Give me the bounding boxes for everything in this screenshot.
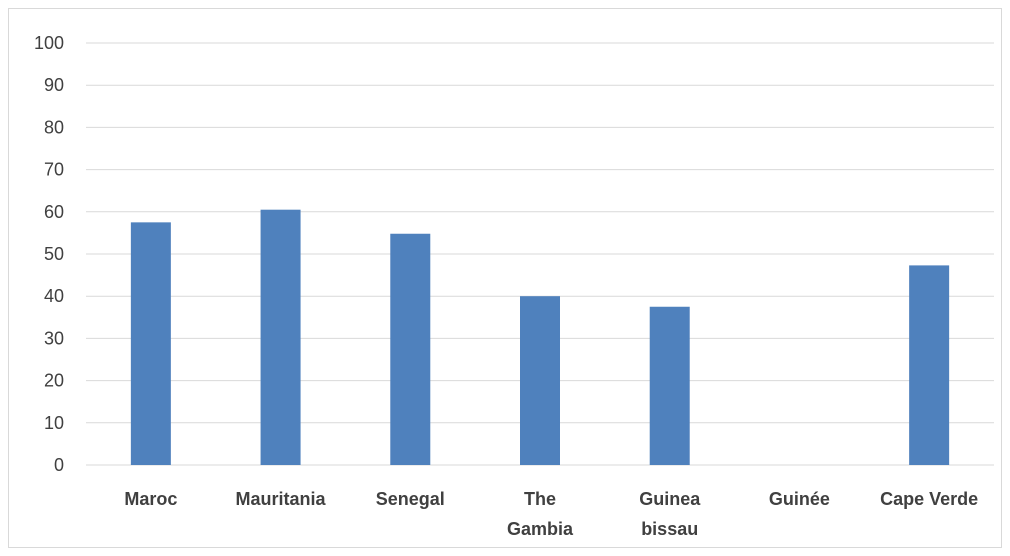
x-category-label: Guinea bissau <box>639 489 701 539</box>
x-axis-categories: Maroc Mauritania Senegal The Gambia Guinea bis… <box>124 489 978 539</box>
y-tick-label: 40 <box>44 286 64 306</box>
y-tick-label: 60 <box>44 202 64 222</box>
x-category-label: Mauritania <box>236 489 327 509</box>
bar <box>520 296 560 465</box>
bars <box>130 209 950 465</box>
y-tick-label: 70 <box>44 160 64 180</box>
x-category-label-line: Cape Verde <box>880 489 978 509</box>
y-tick-label: 80 <box>44 117 64 137</box>
bar <box>649 306 690 465</box>
x-category-label: Cape Verde <box>880 489 978 509</box>
y-tick-label: 90 <box>44 75 64 95</box>
x-category-label: Maroc <box>124 489 177 509</box>
bar <box>260 209 301 465</box>
x-category-label-line: bissau <box>641 519 698 539</box>
y-tick-label: 50 <box>44 244 64 264</box>
gridlines <box>86 42 994 466</box>
x-category-label-line: Guinée <box>769 489 830 509</box>
x-category-label: Guinée <box>769 489 830 509</box>
bar <box>130 222 171 465</box>
bar <box>390 233 431 465</box>
y-tick-label: 30 <box>44 328 64 348</box>
y-tick-label: 10 <box>44 413 64 433</box>
x-category-label-line: Maroc <box>124 489 177 509</box>
x-category-label-line: Gambia <box>507 519 574 539</box>
y-axis-ticks: 0 10 20 30 40 50 60 70 80 90 100 <box>34 33 64 475</box>
x-category-label: The Gambia <box>507 489 574 539</box>
x-category-label-line: Mauritania <box>236 489 327 509</box>
chart-frame <box>8 8 1002 548</box>
x-category-label: Senegal <box>376 489 445 509</box>
x-category-label-line: Guinea <box>639 489 701 509</box>
bar <box>909 265 950 465</box>
x-category-label-line: Senegal <box>376 489 445 509</box>
x-category-label-line: The <box>524 489 556 509</box>
y-tick-label: 20 <box>44 371 64 391</box>
y-tick-label: 100 <box>34 33 64 53</box>
y-tick-label: 0 <box>54 455 64 475</box>
